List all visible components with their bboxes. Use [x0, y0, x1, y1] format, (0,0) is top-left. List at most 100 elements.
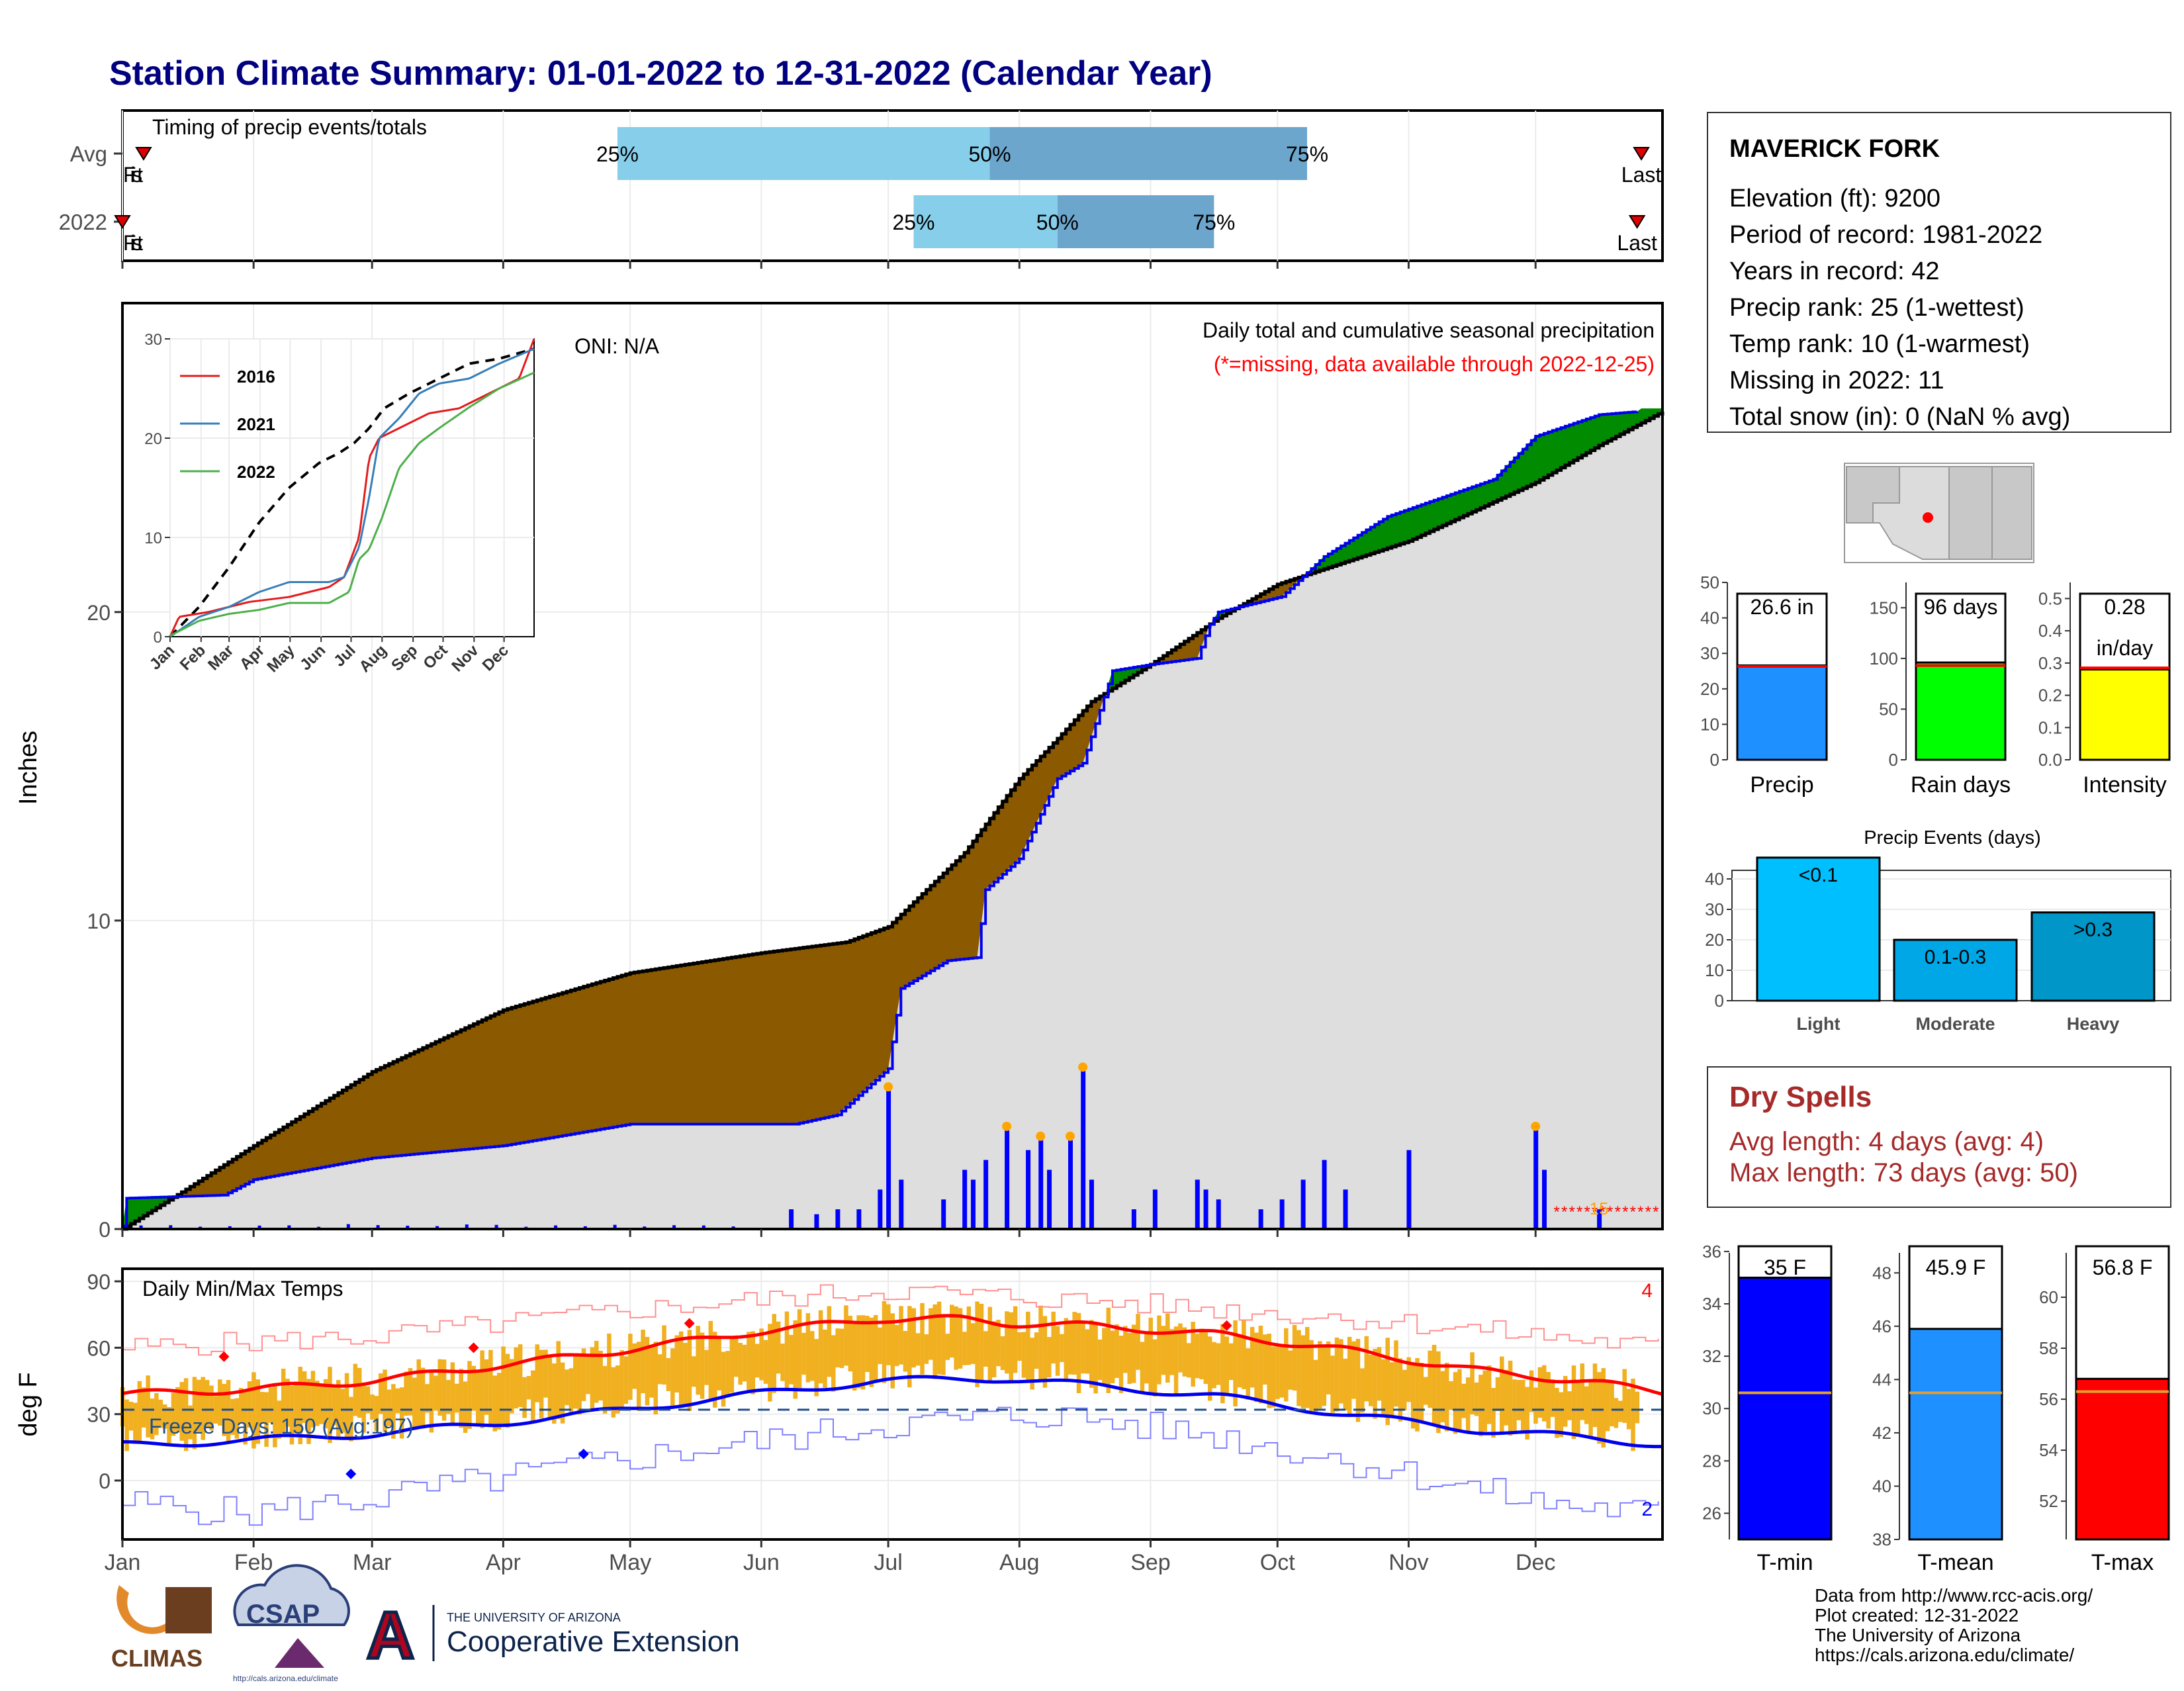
record-low-marker	[345, 1468, 357, 1479]
gauge-tick-label: 0.0	[2038, 750, 2062, 770]
daily-precip-bar	[1322, 1160, 1327, 1229]
daily-temp-bar	[171, 1393, 176, 1436]
daily-temp-bar	[319, 1384, 324, 1424]
daily-temp-bar	[607, 1333, 612, 1408]
daily-temp-bar	[1161, 1326, 1166, 1375]
climas-logo-block	[165, 1587, 212, 1633]
temp-gauge-tick-label: 48	[1872, 1263, 1891, 1283]
daily-temp-bar	[1355, 1338, 1361, 1422]
daily-temp-bar	[1076, 1312, 1081, 1393]
daily-temp-bar	[459, 1369, 463, 1428]
daily-precip-bar	[1152, 1189, 1158, 1229]
temp-gauge-fill	[2075, 1377, 2170, 1541]
daily-precip-bar	[1203, 1189, 1208, 1229]
daily-temp-bar	[128, 1401, 134, 1431]
daily-temp-bar	[1580, 1363, 1585, 1420]
daily-temp-bar	[416, 1359, 421, 1428]
daily-temp-bar	[349, 1396, 353, 1441]
daily-temp-bar	[1013, 1306, 1018, 1373]
timing-p50-label: 50%	[1036, 210, 1079, 234]
daily-precip-bar	[672, 1225, 676, 1229]
daily-temp-bar	[552, 1363, 557, 1424]
daily-temp-bar	[1093, 1323, 1098, 1394]
daily-temp-bar	[759, 1328, 764, 1381]
daily-temp-bar	[1005, 1311, 1009, 1374]
temp-gauge-tick-label: 60	[2039, 1287, 2058, 1307]
daily-precip-bar	[1258, 1209, 1263, 1229]
temp-gauge-tick-label: 44	[1872, 1369, 1891, 1389]
daily-temp-bar	[192, 1377, 197, 1449]
cumulative-shared-area	[122, 411, 1662, 1229]
daily-temp-bar	[1250, 1326, 1255, 1388]
inset-y-tick-label: 30	[144, 331, 162, 349]
daily-temp-bar	[310, 1371, 316, 1428]
year-cumulative-line	[122, 410, 1639, 1228]
daily-temp-bar	[471, 1365, 477, 1411]
daily-temp-bar	[577, 1356, 582, 1415]
daily-temp-bar	[1398, 1358, 1403, 1422]
dry-spells-avg: Avg length: 4 days (avg: 4)	[1729, 1127, 2044, 1156]
daily-temp-bar	[289, 1385, 295, 1445]
gauge-tick-label: 30	[1700, 643, 1719, 663]
daily-temp-bar	[1436, 1351, 1441, 1434]
events-tick-label: 30	[1705, 899, 1724, 919]
daily-temp-bar	[1550, 1379, 1555, 1417]
daily-temp-bar	[565, 1369, 569, 1406]
daily-precip-bar	[878, 1189, 883, 1229]
dry-spells-title: Dry Spells	[1729, 1081, 1872, 1113]
missing-marker: *	[1607, 1203, 1613, 1221]
daily-temp-bar	[243, 1391, 248, 1445]
daily-temp-bar	[1042, 1316, 1048, 1388]
month-label: Feb	[234, 1550, 273, 1575]
daily-precip-bar	[228, 1226, 232, 1229]
daily-temp-bar	[1034, 1332, 1039, 1369]
main-y-tick-label: 20	[87, 601, 111, 625]
ua-logo-letter: A	[367, 1598, 414, 1672]
daily-temp-bar	[936, 1301, 942, 1375]
record-low-marker	[578, 1448, 589, 1459]
daily-temp-bar	[708, 1320, 713, 1399]
month-label: Oct	[1260, 1550, 1295, 1575]
daily-temp-bar	[751, 1331, 756, 1394]
daily-temp-bar	[336, 1380, 341, 1437]
daily-temp-bar	[763, 1340, 768, 1384]
record-min-line	[122, 1406, 1659, 1526]
month-label: Sep	[1130, 1550, 1171, 1575]
daily-temp-bar	[1461, 1383, 1467, 1418]
daily-temp-bar	[1097, 1339, 1103, 1381]
daily-temp-bar	[1237, 1335, 1242, 1388]
daily-temp-bar	[958, 1308, 963, 1369]
daily-temp-bar	[611, 1367, 616, 1418]
daily-precip-bar	[1279, 1199, 1285, 1229]
daily-precip-bar	[886, 1091, 891, 1229]
daily-temp-bar	[645, 1336, 650, 1406]
daily-temp-bar	[696, 1326, 700, 1395]
temp-gauge-value: 45.9 F	[1926, 1256, 1986, 1279]
daily-temp-bar	[357, 1367, 362, 1418]
daily-temp-bar	[162, 1404, 167, 1429]
inset-y-tick-label: 10	[144, 529, 162, 547]
daily-temp-bar	[1601, 1368, 1606, 1448]
daily-temp-bar	[713, 1332, 717, 1408]
daily-temp-bar	[179, 1382, 184, 1441]
csap-mountain-icon	[275, 1638, 324, 1668]
daily-temp-bar	[1089, 1320, 1094, 1388]
temp-gauge-fill	[1908, 1328, 2003, 1541]
daily-temp-bar	[683, 1342, 688, 1405]
daily-precip-bar	[494, 1224, 498, 1229]
daily-temp-bar	[835, 1328, 840, 1368]
daily-temp-bar	[852, 1324, 857, 1391]
daily-temp-bar	[556, 1341, 561, 1420]
daily-temp-bar	[700, 1332, 705, 1399]
daily-temp-bar	[294, 1381, 298, 1434]
gauge-fill	[1915, 661, 2007, 761]
daily-precip-bar	[376, 1225, 380, 1229]
daily-temp-bar	[1220, 1324, 1225, 1404]
daily-temp-bar	[450, 1362, 455, 1426]
daily-temp-bar	[1482, 1370, 1487, 1432]
daily-precip-bar	[1026, 1150, 1031, 1229]
daily-temp-bar	[1424, 1377, 1428, 1405]
gauge-value: 96 days	[1923, 595, 1997, 619]
avg-min-line	[122, 1375, 1663, 1449]
daily-temp-bar	[141, 1387, 146, 1428]
